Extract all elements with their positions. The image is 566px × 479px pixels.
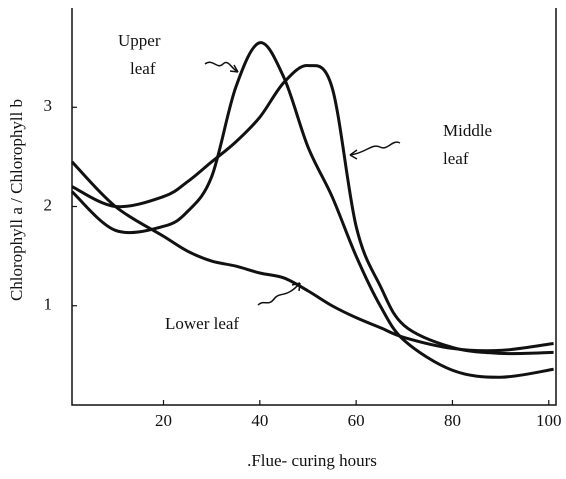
x-tick-label: 100 bbox=[536, 411, 562, 430]
x-tick-label: 40 bbox=[251, 411, 268, 430]
lower-arrow bbox=[257, 282, 301, 306]
series-line bbox=[70, 160, 554, 353]
y-tick-label: 3 bbox=[44, 96, 53, 115]
series-label: Lower leaf bbox=[165, 314, 239, 333]
series-line bbox=[70, 41, 554, 379]
x-tick-label: 60 bbox=[348, 411, 365, 430]
series-line bbox=[71, 64, 554, 356]
upper-arrowhead bbox=[229, 64, 239, 73]
y-tick-label: 2 bbox=[44, 195, 53, 214]
y-axis-label: Chlorophyll a / Chlorophyll b bbox=[7, 99, 26, 301]
x-tick-label: 80 bbox=[444, 411, 461, 430]
series-label: leaf bbox=[130, 59, 156, 78]
x-tick-label: 20 bbox=[155, 411, 172, 430]
series-label: leaf bbox=[443, 149, 469, 168]
middle-arrow bbox=[349, 141, 401, 156]
series-label: Middle bbox=[443, 121, 492, 140]
series-label: Upper bbox=[118, 31, 161, 50]
y-tick-label: 1 bbox=[44, 295, 53, 314]
x-axis-label: .Flue- curing hours bbox=[247, 451, 377, 470]
upper-arrow bbox=[204, 61, 239, 73]
middle-arrowhead bbox=[349, 149, 358, 160]
